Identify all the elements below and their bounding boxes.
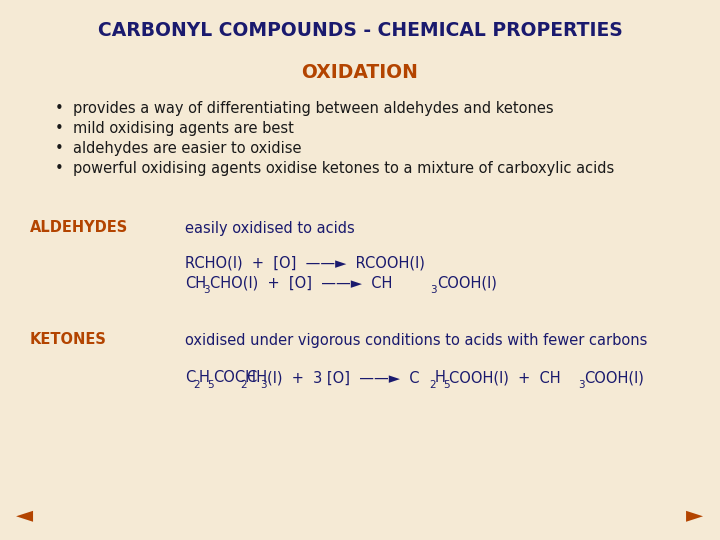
Text: 5: 5 [207, 380, 214, 390]
Text: CH: CH [185, 275, 206, 291]
Text: •  aldehydes are easier to oxidise: • aldehydes are easier to oxidise [55, 140, 302, 156]
Text: 3: 3 [203, 285, 210, 295]
Text: ALDEHYDES: ALDEHYDES [30, 220, 128, 235]
Text: 2: 2 [193, 380, 199, 390]
Text: CH: CH [246, 370, 267, 386]
Text: H: H [435, 370, 446, 386]
Text: 2: 2 [240, 380, 247, 390]
Text: ►: ► [686, 505, 703, 525]
Text: oxidised under vigorous conditions to acids with fewer carbons: oxidised under vigorous conditions to ac… [185, 333, 647, 348]
Text: easily oxidised to acids: easily oxidised to acids [185, 220, 355, 235]
Text: COOH(l)  +  CH: COOH(l) + CH [449, 370, 561, 386]
Text: H: H [199, 370, 210, 386]
Text: •  provides a way of differentiating between aldehydes and ketones: • provides a way of differentiating betw… [55, 100, 554, 116]
Text: KETONES: KETONES [30, 333, 107, 348]
Text: ◄: ◄ [17, 505, 34, 525]
Text: RCHO(l)  +  [O]  ——►  RCOOH(l): RCHO(l) + [O] ——► RCOOH(l) [185, 255, 425, 271]
Text: COCH: COCH [213, 370, 256, 386]
Text: 3: 3 [578, 380, 585, 390]
Text: •  powerful oxidising agents oxidise ketones to a mixture of carboxylic acids: • powerful oxidising agents oxidise keto… [55, 160, 614, 176]
Text: (l)  +  3 [O]  ——►  C: (l) + 3 [O] ——► C [267, 370, 420, 386]
Text: COOH(l): COOH(l) [584, 370, 644, 386]
Text: C: C [185, 370, 195, 386]
Text: CARBONYL COMPOUNDS - CHEMICAL PROPERTIES: CARBONYL COMPOUNDS - CHEMICAL PROPERTIES [98, 21, 622, 39]
Text: 3: 3 [430, 285, 436, 295]
Text: 2: 2 [429, 380, 436, 390]
Text: COOH(l): COOH(l) [437, 275, 497, 291]
Text: •  mild oxidising agents are best: • mild oxidising agents are best [55, 120, 294, 136]
Text: 5: 5 [443, 380, 449, 390]
Text: OXIDATION: OXIDATION [302, 63, 418, 82]
Text: 3: 3 [260, 380, 266, 390]
Text: CHO(l)  +  [O]  ——►  CH: CHO(l) + [O] ——► CH [210, 275, 392, 291]
